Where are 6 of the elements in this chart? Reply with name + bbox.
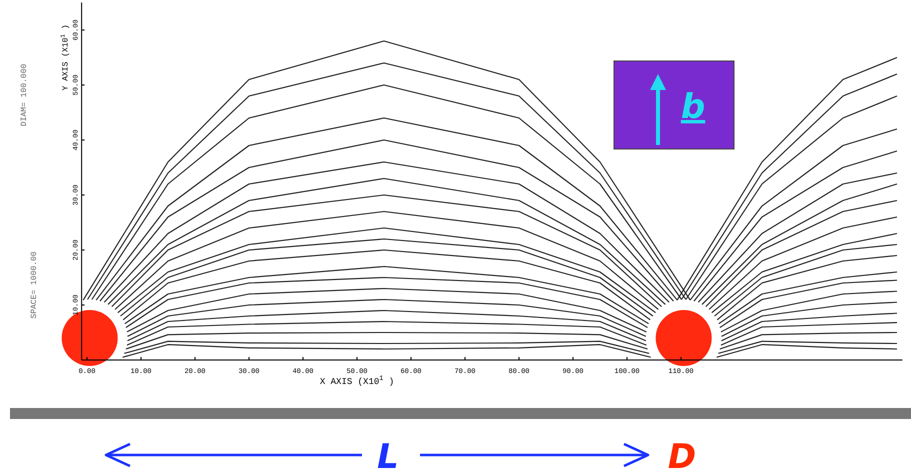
text: D	[668, 437, 696, 472]
text: DIAM= 100.000	[20, 64, 29, 126]
text: SPACE= 1000.00	[30, 251, 39, 319]
x-axis-title: X AXIS (X10$^{1}$ )	[320, 375, 394, 387]
text: L	[377, 437, 399, 472]
annotation: b	[680, 87, 706, 127]
